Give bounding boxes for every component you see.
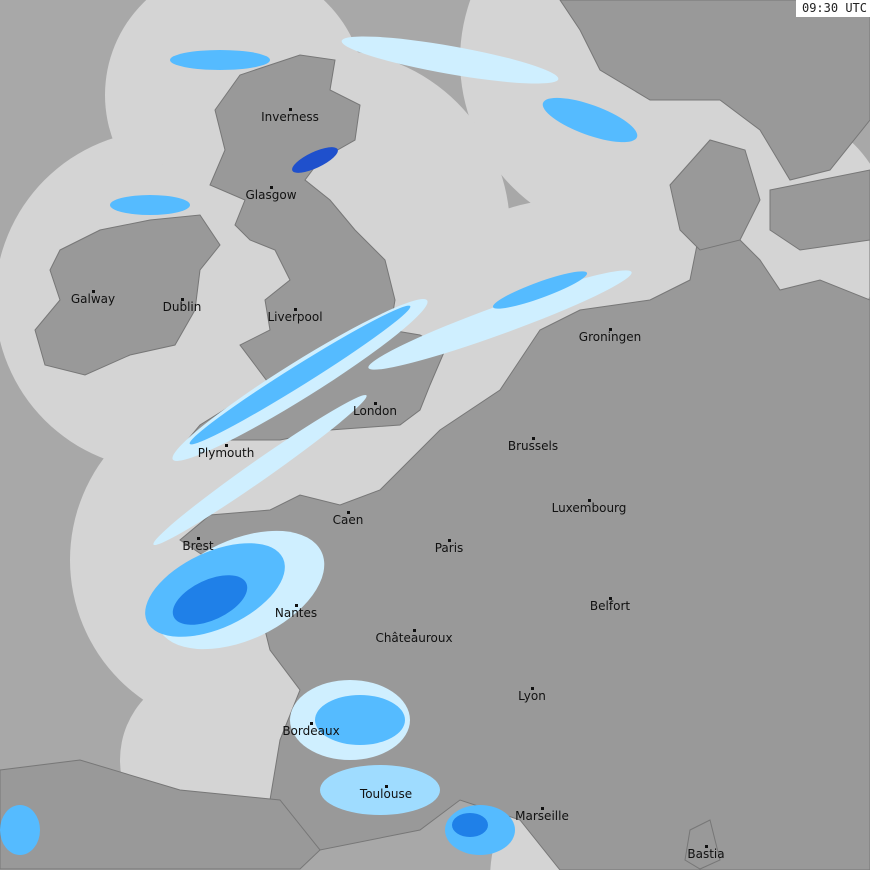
spain — [0, 759, 321, 870]
city-marker — [310, 722, 313, 725]
city-label: Paris — [434, 541, 464, 555]
city-label: Nantes — [274, 606, 318, 620]
city-label: Lyon — [518, 689, 546, 703]
city-marker — [225, 444, 228, 447]
city-marker — [295, 604, 298, 607]
city-label: London — [353, 404, 397, 418]
city-label: Toulouse — [359, 787, 413, 801]
city-label: Inverness — [261, 110, 319, 124]
city-label: Caen — [332, 513, 364, 527]
city-marker — [374, 402, 377, 405]
city-label: Liverpool — [267, 310, 323, 324]
city-label: Châteauroux — [375, 631, 453, 645]
city-label: Bastia — [687, 847, 725, 861]
city-marker — [609, 328, 612, 331]
scandinavia — [559, 0, 870, 181]
city-marker — [294, 308, 297, 311]
city-marker — [705, 845, 708, 848]
city-marker — [181, 298, 184, 301]
city-label: Galway — [70, 292, 116, 306]
city-marker — [92, 290, 95, 293]
denmark — [669, 139, 761, 251]
city-marker — [531, 687, 534, 690]
corsica — [684, 819, 721, 870]
city-label: Plymouth — [197, 446, 255, 460]
city-label: Glasgow — [245, 188, 297, 202]
city-marker — [448, 539, 451, 542]
ireland — [34, 214, 221, 376]
city-label: Brussels — [507, 439, 559, 453]
city-label: Marseille — [515, 809, 569, 823]
city-marker — [289, 108, 292, 111]
city-marker — [541, 807, 544, 810]
city-label: Brest — [182, 539, 214, 553]
city-label: Dublin — [162, 300, 202, 314]
timestamp-label: 09:30 UTC — [795, 0, 870, 17]
sweden-south — [769, 169, 870, 251]
city-marker — [532, 437, 535, 440]
city-marker — [385, 785, 388, 788]
city-marker — [347, 511, 350, 514]
city-label: Belfort — [589, 599, 631, 613]
city-label: Groningen — [578, 330, 642, 344]
city-marker — [197, 537, 200, 540]
city-label: Bordeaux — [282, 724, 340, 738]
city-marker — [413, 629, 416, 632]
city-marker — [588, 499, 591, 502]
city-marker — [270, 186, 273, 189]
city-label: Luxembourg — [551, 501, 627, 515]
rain-echoes — [0, 36, 638, 855]
city-marker — [609, 597, 612, 600]
